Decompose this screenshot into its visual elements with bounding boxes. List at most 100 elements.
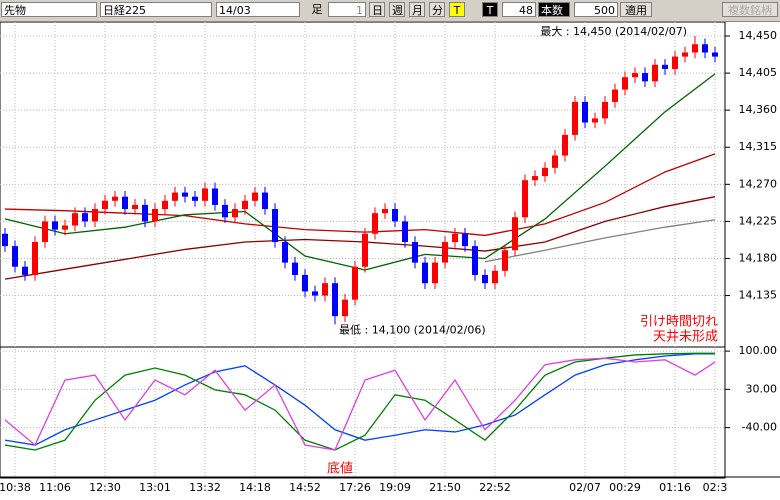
indicator-line: [4, 357, 716, 451]
week-button[interactable]: 週: [389, 2, 405, 17]
period-input[interactable]: 48: [502, 2, 536, 17]
candle-body: [452, 233, 458, 243]
x-tick-label: 12:30: [89, 481, 121, 494]
candle-body: [292, 262, 298, 275]
candle-body: [662, 64, 668, 69]
bar-count[interactable]: 1: [328, 2, 366, 17]
candle-body: [582, 101, 588, 123]
candle-body: [352, 266, 358, 300]
candle-body: [412, 242, 418, 263]
indicator-line: [4, 353, 715, 446]
candle-body: [32, 242, 38, 275]
x-tick-label: 11:06: [39, 481, 71, 494]
plot-frame: [0, 22, 726, 479]
chart: 14,135 14,180 14,225 14,270 14,315 14,360 14,4…: [0, 22, 780, 494]
candle-body: [472, 246, 478, 275]
candle-body: [552, 155, 558, 168]
indicator-line: [4, 73, 716, 271]
x-tick-label: 19:09: [379, 481, 411, 494]
symbol-select[interactable]: 日経225: [100, 2, 212, 17]
candle-body: [312, 291, 318, 296]
y-tick-label: 14,135: [739, 289, 778, 302]
candle-body: [712, 52, 718, 57]
x-tick-label: 02:3: [703, 481, 728, 494]
tick-label: T: [482, 2, 498, 17]
candle-body: [612, 89, 618, 102]
candle-body: [542, 167, 548, 177]
candle-body: [172, 192, 178, 201]
candle-body: [22, 266, 28, 275]
day-button[interactable]: 日: [369, 2, 385, 17]
max-annotation: 最大 : 14,450 (2014/02/07): [540, 24, 687, 38]
month-button[interactable]: 月: [409, 2, 425, 17]
candle-body: [562, 134, 568, 156]
candle-body: [252, 192, 258, 201]
count-input[interactable]: 500: [574, 2, 618, 17]
y-tick-label: 14,360: [739, 103, 778, 116]
candle-body: [322, 283, 328, 296]
candle-body: [692, 44, 698, 53]
candle-body: [302, 274, 308, 292]
candle-body: [142, 204, 148, 222]
x-tick-label: 13:01: [139, 481, 171, 494]
candle-body: [492, 270, 498, 284]
candle-body: [42, 221, 48, 243]
candle-body: [382, 209, 388, 214]
x-tick-label: 14:52: [289, 481, 321, 494]
multi-button[interactable]: 複数銘柄: [722, 2, 778, 17]
candle-body: [522, 180, 528, 218]
candle-body: [162, 200, 168, 210]
candle-body: [592, 118, 598, 123]
y-tick-label: 30.00: [746, 382, 778, 395]
candle-body: [72, 213, 78, 226]
candle-body: [222, 204, 228, 218]
toolbar: 先物 日経225 14/03 足 1 日 週 月 分 T T 48 本数 500…: [0, 0, 780, 22]
bar-label: 足: [311, 3, 323, 16]
candle-body: [132, 204, 138, 210]
minute-button[interactable]: 分: [429, 2, 445, 17]
candle-body: [432, 262, 438, 284]
candle-body: [242, 200, 248, 210]
apply-button[interactable]: 適用: [620, 2, 652, 17]
x-tick-label: 01:16: [659, 481, 691, 494]
product-select[interactable]: 先物: [1, 2, 97, 17]
candle-body: [122, 196, 128, 210]
candle-body: [482, 274, 488, 284]
candle-body: [572, 101, 578, 135]
candle-body: [202, 188, 208, 201]
x-tick-label: 21:50: [429, 481, 461, 494]
indicator-line: [4, 352, 715, 451]
y-tick-label: 100.00: [739, 344, 778, 357]
bottom-annotation: 底値: [327, 461, 353, 477]
y-tick-label: -40.00: [742, 421, 777, 434]
candle-body: [442, 242, 448, 263]
candle-body: [2, 233, 8, 247]
candle-body: [282, 242, 288, 263]
candle-body: [652, 64, 658, 82]
candle-body: [502, 250, 508, 271]
candle-body: [682, 52, 688, 57]
candle-body: [532, 176, 538, 181]
x-tick-label: 13:32: [189, 481, 221, 494]
candle-body: [642, 73, 648, 82]
candle-body: [362, 233, 368, 267]
candle-body: [92, 209, 98, 222]
candle-body: [702, 44, 708, 53]
candle-body: [192, 196, 198, 201]
y-tick-label: 14,405: [739, 66, 778, 79]
candle-body: [232, 209, 238, 218]
candle-body: [272, 209, 278, 243]
x-tick-label: 02/07: [569, 481, 601, 494]
indicator-line: [484, 219, 716, 263]
candle-body: [392, 209, 398, 222]
y-tick-label: 14,450: [739, 29, 778, 42]
candle-body: [512, 217, 518, 251]
candle-body: [632, 73, 638, 78]
candle-body: [212, 188, 218, 205]
count-label: 本数: [538, 2, 570, 17]
x-tick-label: 17:26: [339, 481, 371, 494]
candle-body: [332, 283, 338, 317]
contract-select[interactable]: 14/03: [216, 2, 300, 17]
tick-button[interactable]: T: [449, 2, 465, 17]
y-tick-label: 14,270: [739, 177, 778, 190]
